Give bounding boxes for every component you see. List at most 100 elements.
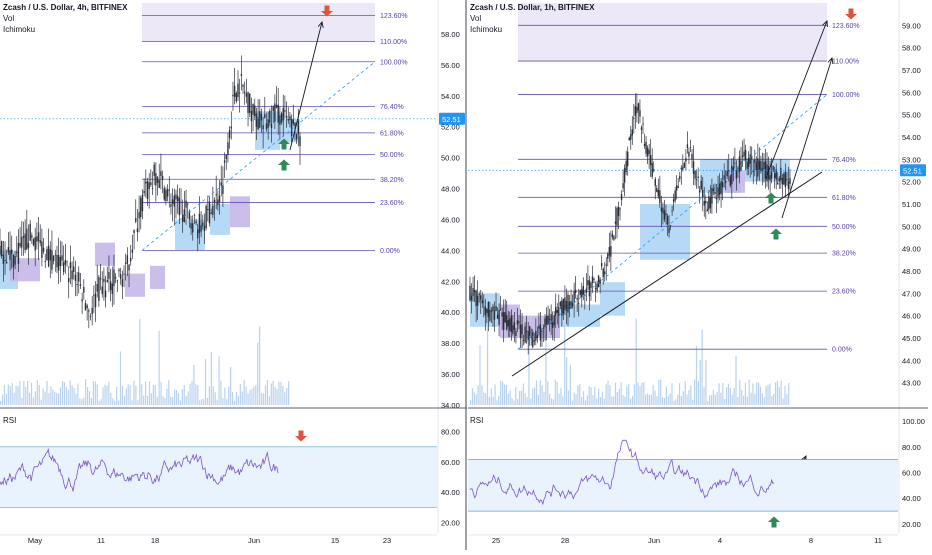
rsi-green-up-arrow-icon — [768, 516, 780, 528]
candle-body — [763, 162, 765, 169]
candle-body — [706, 209, 709, 212]
panel-right: 0.00% 23.60% 38.20% 50.00% 61.80% 76.40% 100.0… — [468, 0, 928, 545]
volume-bar — [646, 393, 649, 405]
fib-level-label: 76.40% — [380, 104, 404, 111]
candle-body — [743, 151, 745, 157]
price-tick-label: 38.00 — [441, 339, 460, 348]
candle-body — [607, 254, 609, 259]
volume-bar — [601, 391, 603, 405]
candle-body — [121, 279, 124, 287]
volume-bar — [52, 389, 54, 405]
candle-body — [683, 162, 686, 168]
candle-body — [780, 167, 782, 181]
volume-bar — [727, 383, 730, 405]
candle-body — [545, 315, 548, 325]
volume-bar — [141, 384, 143, 405]
candle-body — [220, 182, 222, 186]
candle-body — [190, 223, 192, 229]
date-tick-label: Jun — [248, 536, 260, 545]
fib-levels: 0.00% 23.60% 38.20% 50.00% 61.80% 76.40% 100.0… — [142, 13, 408, 255]
volume-bar — [515, 387, 517, 405]
volume-bar — [692, 399, 694, 405]
volume-bar — [5, 393, 7, 405]
volume-bar — [628, 384, 630, 405]
candle-body — [643, 143, 646, 147]
candle-body — [700, 181, 702, 190]
volume-bar — [746, 396, 748, 405]
candle-body — [757, 158, 759, 177]
fib-level-label: 23.60% — [832, 289, 856, 296]
candle-body — [237, 83, 239, 98]
candle-body — [718, 183, 721, 195]
candle-body — [254, 105, 256, 117]
volume-bar — [626, 386, 628, 405]
volume-bar — [143, 395, 145, 405]
volume-bar — [206, 398, 209, 405]
candle-body — [175, 194, 177, 200]
candle-body — [51, 250, 53, 270]
volume-bar — [782, 398, 784, 405]
volume-bar — [581, 397, 583, 405]
candle-body — [247, 92, 249, 114]
candle-body — [581, 289, 583, 298]
volume-bar — [486, 320, 489, 405]
volume-bar — [665, 386, 667, 405]
volume-bar — [112, 398, 114, 405]
green-up-arrow-icon — [770, 228, 782, 240]
candle-body — [717, 187, 719, 198]
candle-body — [138, 212, 140, 219]
volume-bar — [645, 394, 647, 405]
candle-body — [292, 119, 294, 124]
rsi-line — [0, 447, 279, 492]
volume-bar — [500, 380, 502, 405]
candle-body — [274, 103, 276, 122]
candle-body — [659, 190, 661, 204]
volume-bar — [639, 386, 641, 405]
candle-body — [747, 157, 750, 168]
volume-bar — [3, 384, 6, 405]
volume-bar — [739, 379, 741, 405]
candle-body — [646, 147, 649, 157]
volume-bar — [537, 394, 539, 405]
volume-bar — [189, 383, 191, 405]
volume-bar — [752, 383, 754, 405]
volume-bar — [71, 385, 73, 405]
price-tick-label: 45.00 — [902, 334, 921, 343]
candle-body — [205, 205, 207, 229]
volume-bar — [703, 387, 705, 405]
price-axis: 59.00 58.00 57.00 56.00 55.00 54.00 53.00 52.00… — [898, 0, 921, 533]
price-tick-label: 57.00 — [902, 66, 921, 75]
volume-bar — [270, 383, 272, 405]
candle-body — [663, 210, 666, 220]
candle-body — [62, 262, 65, 273]
candle-body — [282, 107, 284, 121]
volume-bar — [280, 381, 282, 405]
volume-bar — [23, 380, 25, 405]
volume-bar — [564, 323, 566, 405]
candle-body — [265, 123, 268, 130]
volume-bar — [616, 391, 619, 405]
candle-body — [89, 315, 92, 317]
volume-bar — [780, 380, 782, 405]
candle-body — [576, 297, 578, 300]
volume-bar — [630, 398, 632, 405]
candle-body — [682, 166, 684, 170]
volume-bar — [741, 390, 743, 405]
volume-bar — [150, 393, 152, 405]
volume-bar — [125, 388, 127, 405]
cloud-segment — [600, 282, 625, 316]
price-tick-label: 55.00 — [902, 111, 921, 120]
volume-bar — [520, 390, 523, 405]
volume-bar — [633, 384, 635, 405]
volume-bar — [172, 397, 174, 405]
date-tick-label: Jun — [648, 536, 660, 545]
rsi-red-down-arrow-icon — [295, 430, 307, 442]
price-tick-label: 44.00 — [441, 246, 460, 255]
candle-body — [294, 122, 296, 126]
volume-bar — [264, 385, 267, 405]
candle-body — [775, 169, 777, 180]
green-up-arrow-icon — [765, 192, 777, 204]
fib-level-label: 50.00% — [380, 152, 404, 159]
candle-body — [101, 286, 103, 294]
candle-body — [243, 91, 246, 94]
